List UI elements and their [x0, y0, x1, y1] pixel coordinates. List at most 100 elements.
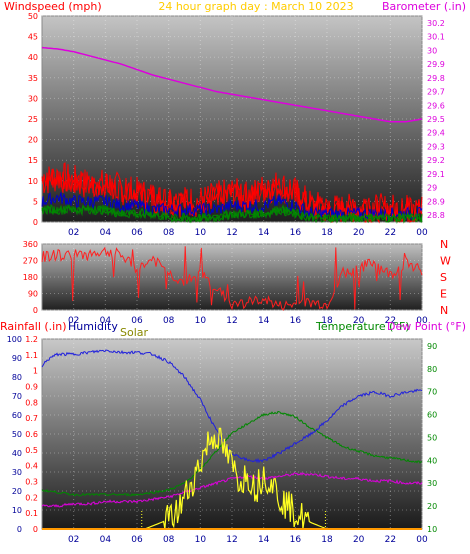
- dir-compass-label: N: [440, 238, 448, 251]
- baro-y-tick: 30: [427, 46, 437, 55]
- temp-y-tick: 80: [427, 365, 437, 374]
- barometer-line: [41, 46, 423, 123]
- wind-x-tick: 14: [258, 228, 270, 238]
- multi-x-tick: 20: [353, 535, 365, 545]
- baro-y-tick: 29: [427, 184, 437, 193]
- multi-x-tick: 16: [290, 535, 302, 545]
- baro-y-tick: 29.7: [427, 88, 445, 97]
- dir-compass-label: W: [440, 255, 451, 268]
- wind-x-tick: 22: [385, 228, 396, 238]
- multi-x-tick: 22: [385, 535, 396, 545]
- wind-y-tick: 45: [28, 33, 38, 42]
- dir-x-tick: 02: [68, 316, 79, 326]
- dir-compass-label: E: [440, 288, 447, 301]
- dewpoint-label: Dew Point (°F): [387, 320, 466, 333]
- dir-y-tick: 180: [23, 273, 38, 282]
- rain-y-tick: 0.3: [25, 478, 38, 487]
- wind-y-tick: 20: [28, 136, 38, 145]
- wind-x-tick: 16: [290, 228, 302, 238]
- dir-x-tick: 14: [258, 316, 270, 326]
- multi-x-tick: 00: [416, 535, 428, 545]
- graph-title: 24 hour graph day : March 10 2023: [158, 0, 353, 13]
- rain-y-tick: 1: [33, 367, 38, 376]
- wind-speed-line: [41, 192, 423, 223]
- wind-y-tick: 0: [33, 218, 38, 227]
- wind-y-tick: 50: [28, 12, 38, 21]
- multi-x-tick: 10: [195, 535, 207, 545]
- wind-low-line: [41, 203, 423, 224]
- wind-y-tick: 15: [28, 156, 38, 165]
- baro-y-tick: 29.1: [427, 170, 445, 179]
- dir-x-tick: 06: [131, 316, 143, 326]
- humidity-y-tick: 40: [12, 449, 22, 458]
- temp-y-tick: 90: [427, 342, 437, 351]
- dir-y-tick: 0: [33, 306, 38, 315]
- wind-x-tick: 02: [68, 228, 79, 238]
- dir-x-tick: 20: [353, 316, 365, 326]
- rain-y-tick: 0.7: [25, 414, 38, 423]
- panel-multi-bg: [41, 338, 423, 530]
- temp-y-tick: 10: [427, 525, 437, 534]
- wind-direction-line: [41, 246, 423, 311]
- dir-x-tick: 00: [416, 316, 428, 326]
- baro-y-tick: 28.9: [427, 197, 445, 206]
- temp-y-tick: 70: [427, 388, 437, 397]
- rain-y-tick: 0.8: [25, 398, 38, 407]
- wind-y-tick: 25: [28, 115, 38, 124]
- dir-x-tick: 10: [195, 316, 207, 326]
- wind-x-tick: 12: [226, 228, 237, 238]
- dir-compass-label: N: [440, 304, 448, 317]
- wind-gust-line: [41, 168, 423, 224]
- humidity-y-tick: 0: [17, 525, 22, 534]
- baro-y-tick: 29.2: [427, 156, 445, 165]
- rain-y-tick: 0.2: [25, 493, 38, 502]
- dir-x-tick: 12: [226, 316, 237, 326]
- rain-y-tick: 0: [33, 525, 38, 534]
- humidity-y-tick: 70: [12, 392, 22, 401]
- temperature-label: Temperature (°F): [315, 320, 410, 333]
- multi-x-tick: 12: [226, 535, 237, 545]
- panel-direction-bg: [41, 243, 423, 311]
- baro-y-tick: 29.8: [427, 74, 445, 83]
- wind-y-tick: 5: [33, 197, 38, 206]
- dir-x-tick: 16: [290, 316, 302, 326]
- wind-y-tick: 10: [28, 177, 38, 186]
- humidity-y-tick: 20: [12, 487, 22, 496]
- temp-y-tick: 60: [427, 411, 437, 420]
- multi-x-tick: 08: [163, 535, 175, 545]
- baro-y-tick: 29.6: [427, 101, 445, 110]
- wind-y-tick: 35: [28, 74, 38, 83]
- dir-y-tick: 270: [23, 257, 38, 266]
- windspeed-label: Windspeed (mph): [4, 0, 102, 13]
- wind-x-tick: 00: [416, 228, 428, 238]
- multi-x-tick: 14: [258, 535, 270, 545]
- baro-y-tick: 29.4: [427, 129, 445, 138]
- humidity-y-tick: 80: [12, 373, 22, 382]
- wind-x-tick: 08: [163, 228, 175, 238]
- wind-low-line: [41, 204, 423, 224]
- rain-y-tick: 0.9: [25, 383, 38, 392]
- multi-x-tick: 18: [321, 535, 333, 545]
- wind-x-tick: 18: [321, 228, 333, 238]
- humidity-label: Humidity: [68, 320, 118, 333]
- humidity-line: [41, 349, 423, 464]
- temp-y-tick: 50: [427, 433, 437, 442]
- humidity-y-tick: 10: [12, 506, 22, 515]
- dir-y-tick: 360: [23, 240, 38, 249]
- temperature-line: [41, 410, 423, 497]
- humidity-y-tick: 100: [7, 335, 22, 344]
- rain-y-tick: 0.4: [25, 462, 38, 471]
- wind-x-tick: 20: [353, 228, 365, 238]
- wind-x-tick: 04: [100, 228, 112, 238]
- multi-x-tick: 06: [131, 535, 143, 545]
- baro-y-tick: 30.1: [427, 33, 445, 42]
- barometer-label: Barometer (.in): [382, 0, 466, 13]
- baro-y-tick: 29.9: [427, 60, 445, 69]
- multi-x-tick: 04: [100, 535, 112, 545]
- wind-y-tick: 40: [28, 53, 38, 62]
- rain-y-tick: 0.6: [25, 430, 38, 439]
- baro-y-tick: 29.3: [427, 142, 445, 151]
- dir-x-tick: 08: [163, 316, 175, 326]
